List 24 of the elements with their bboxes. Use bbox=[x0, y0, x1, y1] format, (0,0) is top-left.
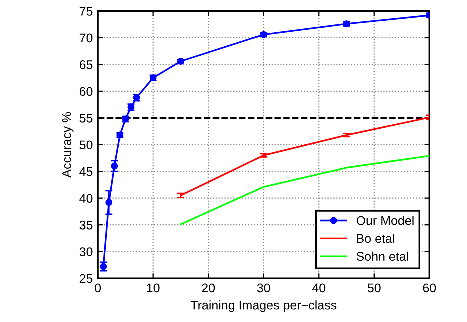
y-tick-label: 75 bbox=[80, 7, 93, 16]
y-tick-label: 40 bbox=[80, 194, 93, 204]
y-tick-label: 50 bbox=[80, 140, 93, 150]
x-tick-label: 50 bbox=[368, 284, 381, 293]
y-tick-label: 45 bbox=[80, 168, 93, 176]
x-axis-title: Training Images per−class bbox=[190, 300, 337, 312]
y-tick-label: 60 bbox=[80, 87, 93, 96]
x-tick-label: 40 bbox=[312, 284, 326, 293]
x-tick-label: 10 bbox=[147, 284, 160, 293]
y-tick-label: 35 bbox=[80, 220, 93, 230]
legend-label: Sohn etal bbox=[356, 252, 408, 262]
y-axis-title: Accuracy % bbox=[62, 112, 74, 178]
legend-label: Bo etal bbox=[357, 234, 394, 244]
x-tick-label: 0 bbox=[95, 284, 102, 293]
line-series bbox=[180, 155, 430, 226]
x-tick-label: 30 bbox=[257, 284, 270, 293]
y-tick-label: 65 bbox=[80, 60, 93, 70]
y-tick-label: 55 bbox=[80, 114, 93, 123]
y-tick-label: 30 bbox=[80, 248, 93, 256]
x-tick-label: 20 bbox=[202, 284, 216, 293]
legend-label: Our Model bbox=[356, 216, 414, 226]
x-tick-label: 60 bbox=[423, 284, 436, 293]
y-tick-label: 70 bbox=[80, 34, 93, 43]
y-tick-label: 25 bbox=[80, 274, 93, 284]
